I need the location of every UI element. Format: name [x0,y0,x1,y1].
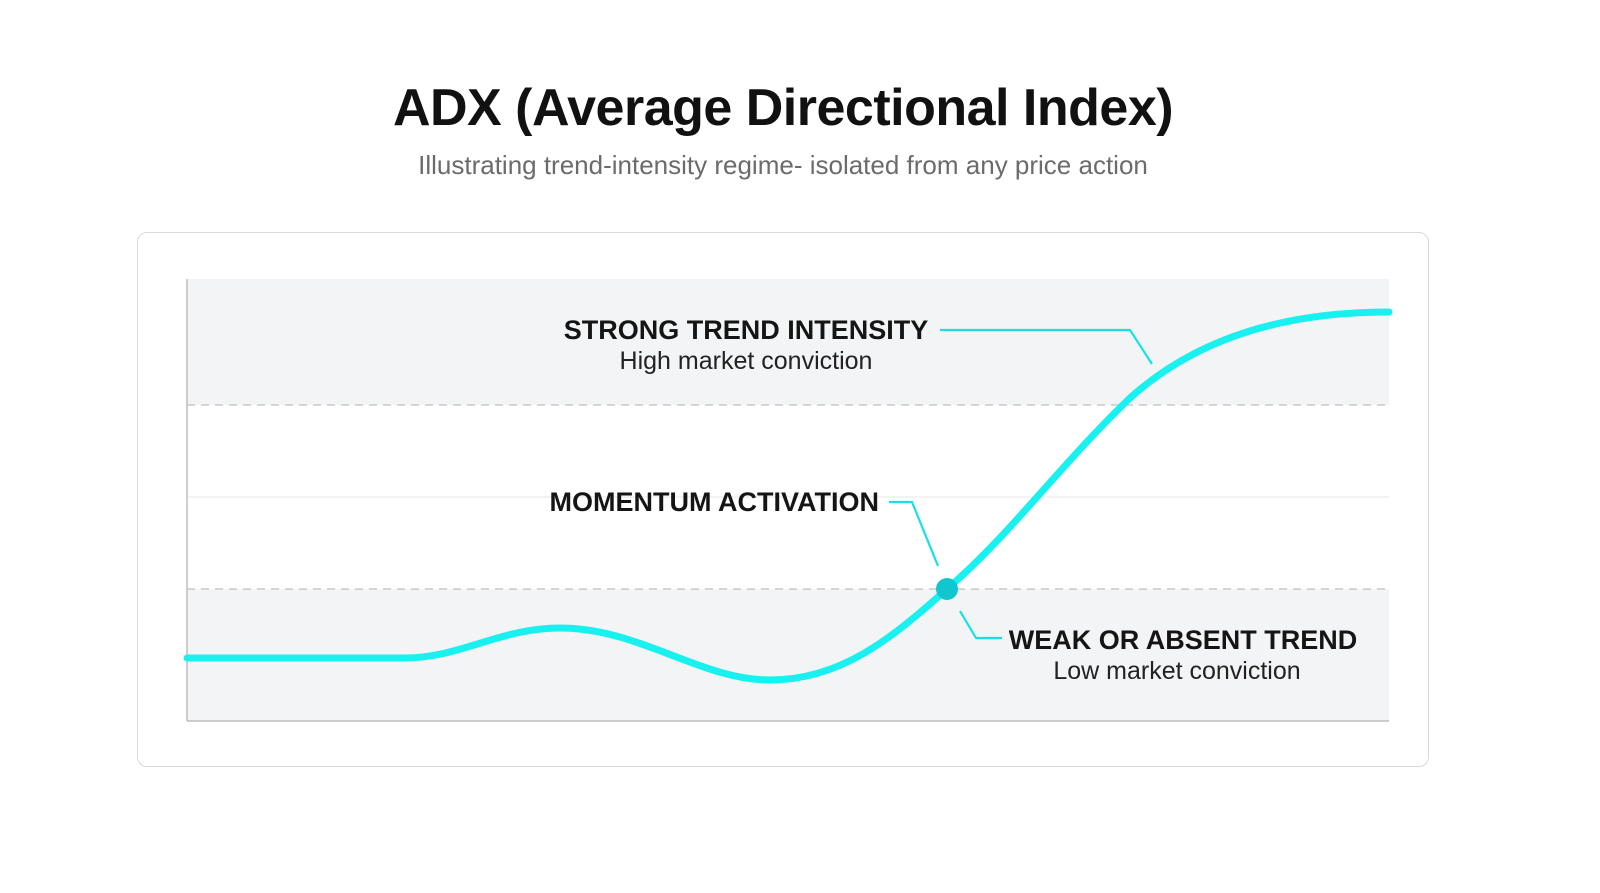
adx-line [183,308,1393,684]
page-title: ADX (Average Directional Index) [392,79,1174,137]
weak-leader-line [959,610,1002,640]
page-subtitle: Illustrating trend-intensity regime- iso… [418,150,1148,180]
weak-trend-subtext: Low market conviction [1053,657,1300,685]
strong-trend-subtext: High market conviction [620,347,873,375]
momentum-leader-line [889,500,940,567]
activation-point-marker [936,578,958,600]
momentum-activation-heading: MOMENTUM ACTIVATION [550,487,879,517]
strong-leader-line [940,328,1153,365]
weak-trend-heading: WEAK OR ABSENT TREND [1009,625,1358,655]
strong-trend-heading: STRONG TREND INTENSITY [564,315,929,345]
strong-zone [187,279,1389,405]
